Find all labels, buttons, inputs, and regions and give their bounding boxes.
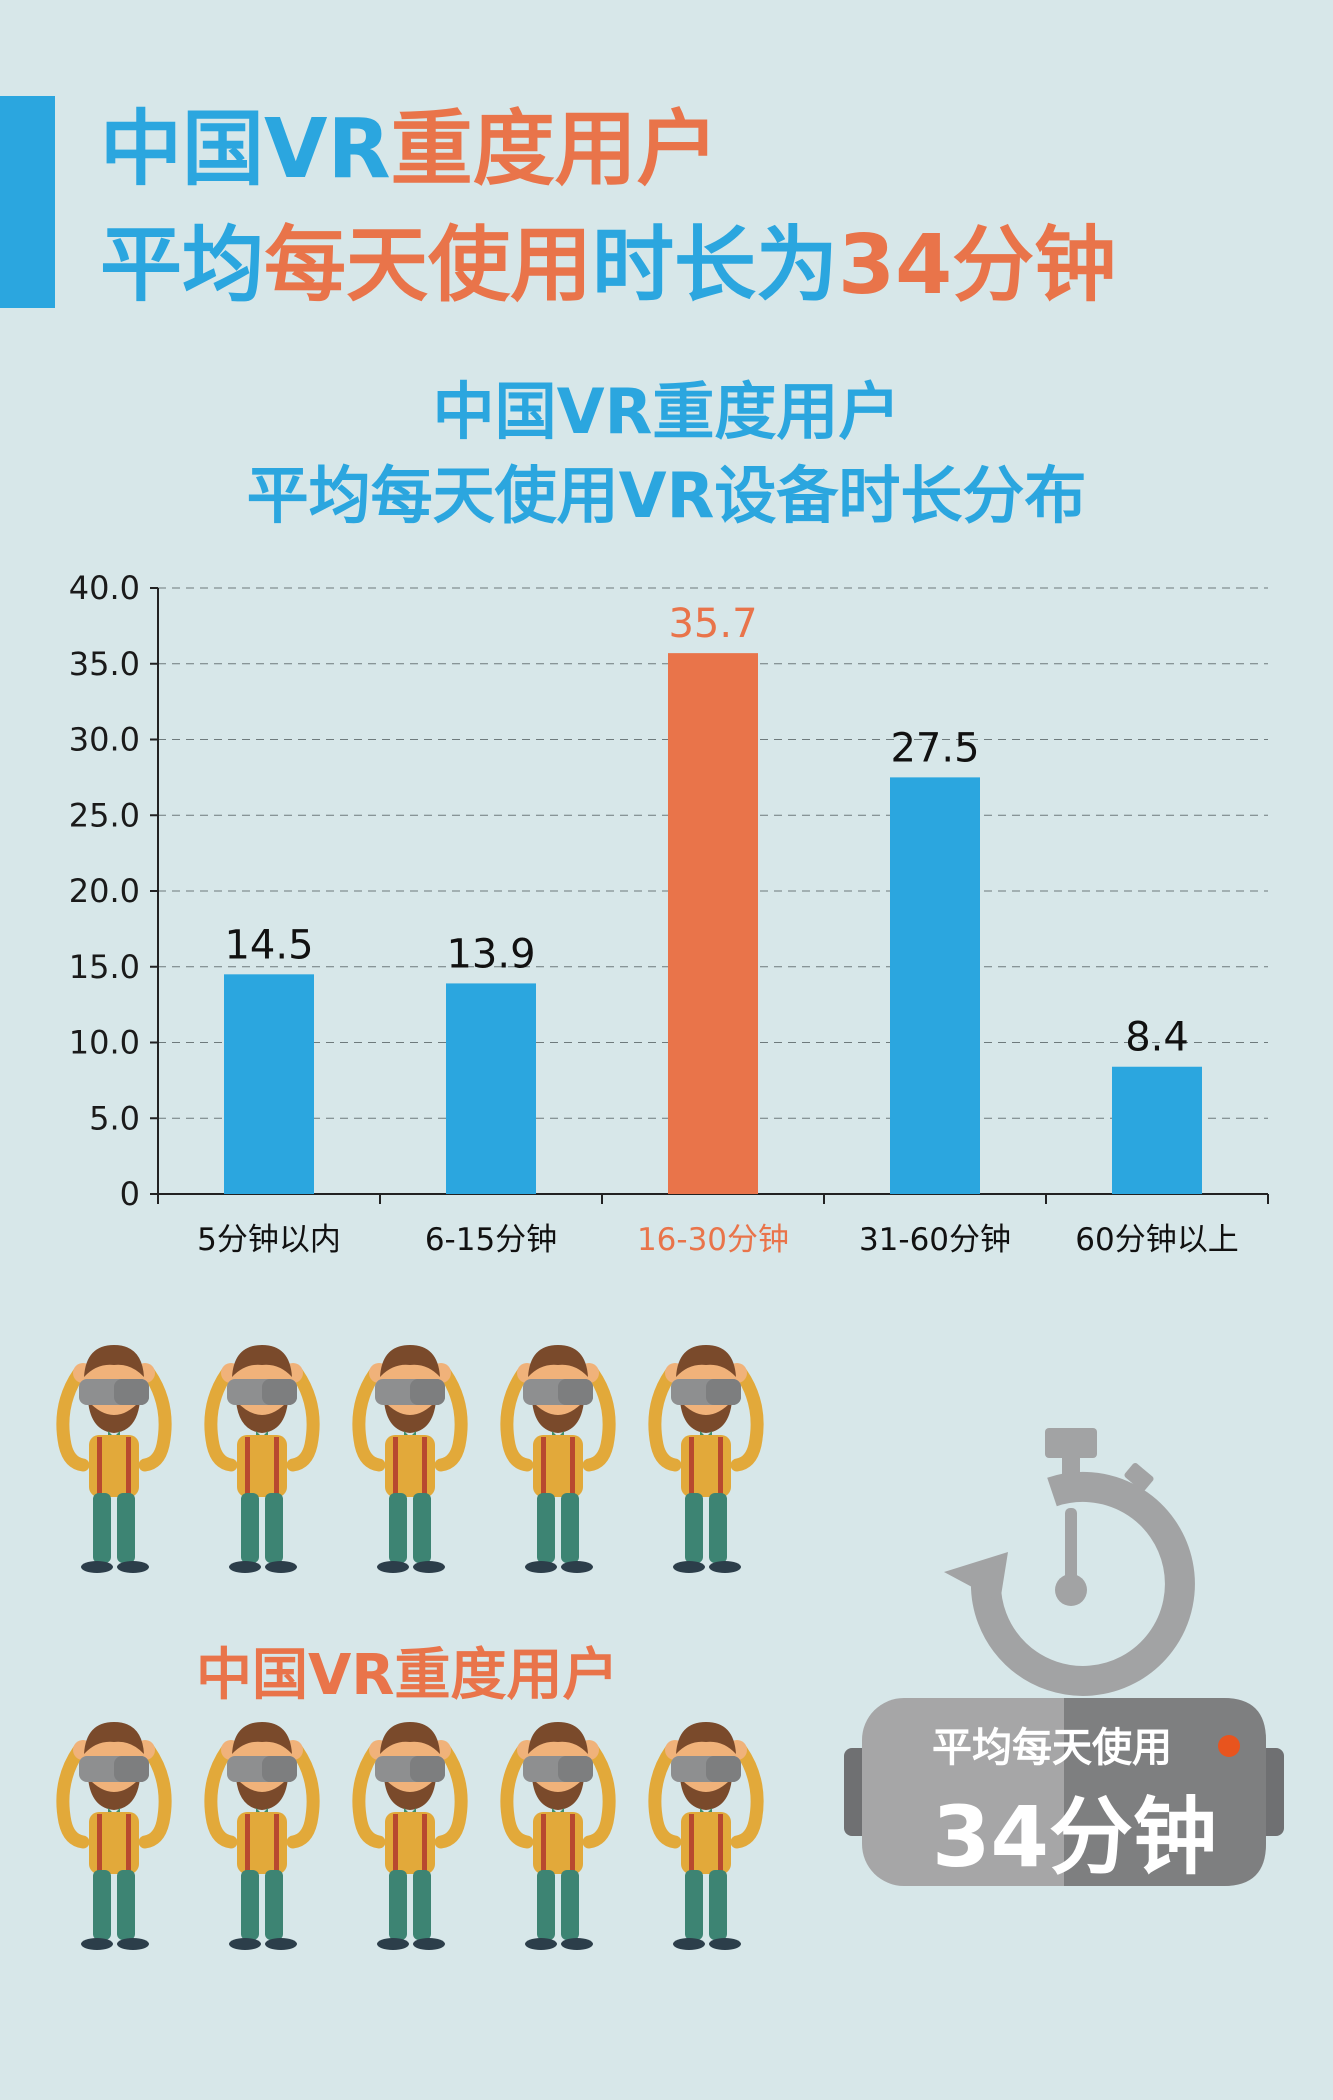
- y-tick-label: 20.0: [69, 872, 140, 910]
- vr-user-figure: [648, 1722, 764, 1950]
- data-label: 13.9: [446, 931, 535, 977]
- indicator-dot: [1218, 1735, 1240, 1757]
- users-label: 中国VR重度用户: [196, 1643, 619, 1708]
- vr-user-figure: [352, 1345, 468, 1573]
- y-tick-label: 35.0: [69, 645, 140, 683]
- y-tick-label: 25.0: [69, 796, 140, 834]
- headline-line-2: 平均每天使用时长为34分钟: [100, 208, 1116, 324]
- headline-text: 时长为: [592, 218, 839, 313]
- y-tick-label: 30.0: [69, 721, 140, 759]
- bar: [224, 974, 314, 1194]
- headline-highlight: 每天使用: [264, 218, 593, 313]
- headline: 中国VR重度用户 平均每天使用时长为34分钟: [100, 92, 1116, 324]
- x-tick-label: 6-15分钟: [425, 1222, 557, 1258]
- headline-text: 中国VR: [100, 102, 391, 197]
- headline-highlight: 34分钟: [838, 218, 1117, 313]
- data-label: 35.7: [668, 601, 757, 647]
- vr-user-figure: [204, 1345, 320, 1573]
- stopwatch-icon: [844, 1428, 1284, 1886]
- bar-chart: 0 5.0 10.0 15.0 20.0 25.0 30.0 35.0 40.0 14.5 5分钟以…: [69, 570, 1269, 1258]
- y-tick-label: 40.0: [69, 570, 140, 607]
- headline-line-1: 中国VR重度用户: [100, 92, 1116, 208]
- data-label: 14.5: [224, 922, 313, 968]
- vr-user-figure: [352, 1722, 468, 1950]
- headline-highlight: 重度用户: [390, 102, 719, 197]
- data-label: 27.5: [890, 725, 979, 771]
- chart-title: 中国VR重度用户 平均每天使用VR设备时长分布: [0, 370, 1333, 538]
- y-tick-label: 5.0: [89, 1099, 140, 1137]
- headline-text: 平均: [100, 218, 265, 313]
- vr-user-figure: [500, 1722, 616, 1950]
- y-tick-label: 10.0: [69, 1024, 140, 1062]
- vr-user-figure: [648, 1345, 764, 1573]
- chart-title-line-1: 中国VR重度用户: [432, 375, 901, 448]
- x-tick-label: 60分钟以上: [1075, 1222, 1238, 1258]
- data-label: 8.4: [1125, 1015, 1189, 1061]
- bar: [668, 653, 758, 1194]
- bar: [446, 983, 536, 1194]
- x-tick-label: 5分钟以内: [197, 1222, 341, 1258]
- average-time-panel: 平均每天使用 34分钟: [840, 1420, 1290, 1900]
- title-accent-bar: [0, 96, 55, 308]
- people-row-bottom: [55, 1712, 765, 1962]
- people-row-top: [55, 1335, 765, 1585]
- vr-user-figure: [56, 1345, 172, 1573]
- bar: [1112, 1066, 1202, 1194]
- x-tick-label: 31-60分钟: [859, 1222, 1011, 1258]
- vr-user-figure: [500, 1345, 616, 1573]
- x-tick-label: 16-30分钟: [637, 1222, 789, 1258]
- vr-user-figure: [56, 1722, 172, 1950]
- timer-value: 34分钟: [932, 1788, 1217, 1886]
- chart-title-line-2: 平均每天使用VR设备时长分布: [246, 459, 1087, 532]
- vr-user-figure: [204, 1722, 320, 1950]
- bar: [890, 777, 980, 1194]
- y-tick-label: 15.0: [69, 948, 140, 986]
- timer-caption: 平均每天使用: [932, 1725, 1172, 1771]
- y-tick-label: 0: [120, 1175, 140, 1213]
